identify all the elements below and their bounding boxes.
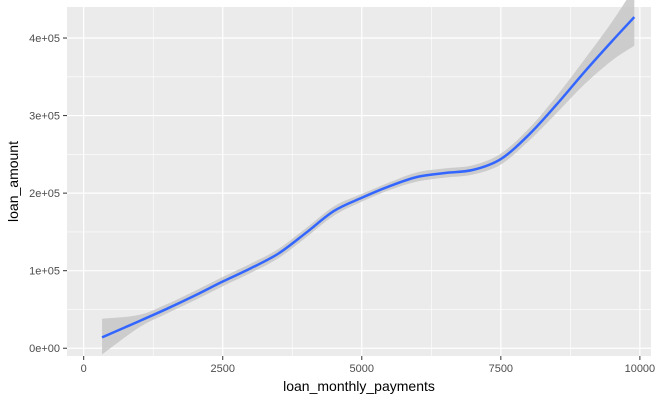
x-tick-label: 2500 (210, 363, 234, 375)
y-axis: 0e+00 1e+05 2e+05 3e+05 4e+05 (29, 33, 67, 355)
major-gridlines (67, 7, 651, 356)
x-axis: 0 2500 5000 7500 10000 (81, 356, 656, 375)
y-axis-title: loan_amount (5, 141, 21, 222)
y-tick-label: 3e+05 (29, 111, 60, 123)
x-tick-label: 10000 (625, 363, 656, 375)
y-tick-label: 4e+05 (29, 33, 60, 45)
smooth-trend-line (101, 16, 636, 339)
x-tick-label: 0 (81, 363, 87, 375)
x-axis-title: loan_monthly_payments (283, 378, 435, 394)
x-tick-label: 7500 (489, 363, 513, 375)
y-tick-label: 1e+05 (29, 266, 60, 278)
y-tick-label: 2e+05 (29, 188, 60, 200)
y-tick-label: 0e+00 (29, 343, 60, 355)
plot-panel (67, 7, 651, 356)
x-tick-label: 5000 (350, 363, 374, 375)
